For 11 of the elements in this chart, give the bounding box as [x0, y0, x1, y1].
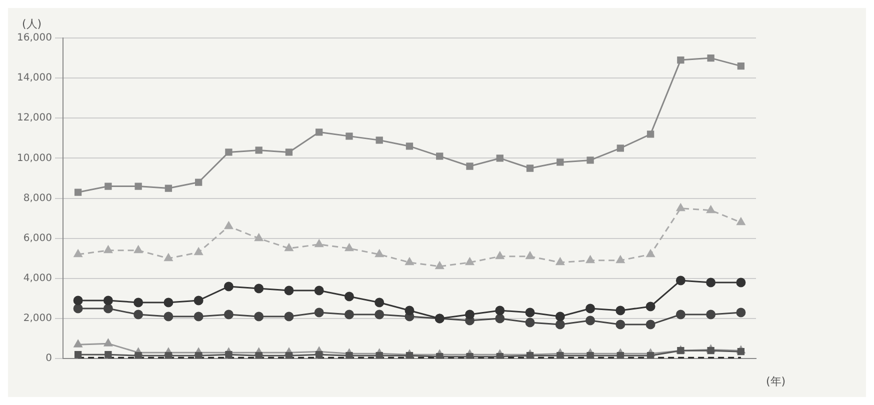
y-tick-label: 16,000: [16, 32, 52, 44]
y-axis-title: (人): [22, 17, 42, 30]
y-tick-label: 0: [46, 353, 52, 364]
y-tick-label: 12,000: [16, 112, 52, 124]
y-tick-label: 6,000: [23, 232, 52, 244]
y-tick-label: 10,000: [16, 152, 52, 164]
x-axis-title: (年): [766, 374, 786, 388]
y-tick-label: 2,000: [23, 313, 52, 324]
y-tick-label: 4,000: [23, 273, 52, 284]
y-tick-label: 14,000: [16, 72, 52, 84]
y-tick-label: 8,000: [23, 192, 52, 204]
